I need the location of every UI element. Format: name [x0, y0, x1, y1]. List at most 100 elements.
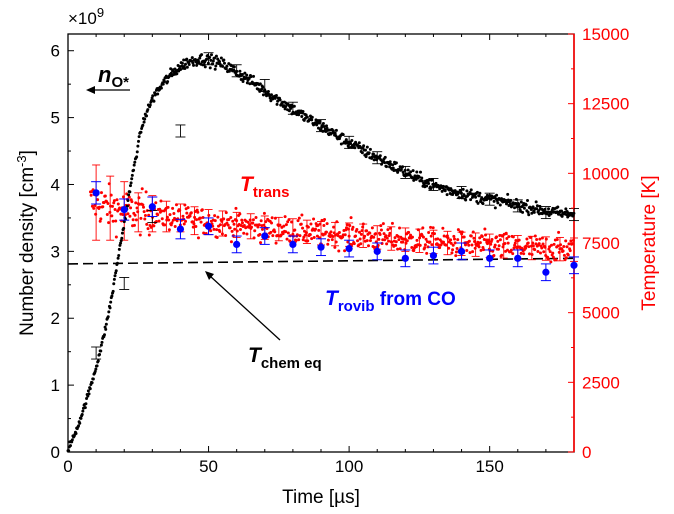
trans-point [477, 245, 481, 249]
density-point [173, 67, 177, 71]
density-point [115, 261, 119, 265]
density-point [458, 188, 462, 192]
density-point [84, 402, 88, 406]
trans-point [478, 236, 482, 240]
trans-point [242, 231, 246, 235]
density-point [102, 333, 106, 337]
density-point [461, 187, 465, 191]
y-axis-right-title: Temperature [K] [639, 175, 660, 310]
density-point [498, 203, 502, 207]
density-point [274, 93, 278, 97]
trans-point [361, 225, 365, 229]
trans-point [561, 249, 565, 253]
density-point [126, 198, 130, 202]
density-point [128, 184, 132, 188]
trans-point [536, 250, 540, 254]
trans-point [146, 227, 150, 231]
annotation-chem-arrow [209, 275, 281, 341]
density-point [78, 421, 82, 425]
trans-point [138, 233, 142, 237]
trans-point [114, 235, 118, 239]
trans-point [509, 248, 513, 252]
trans-point [500, 234, 504, 238]
trans-point [184, 219, 188, 223]
trans-point [144, 190, 148, 194]
left-axis-multiplier: ×109 [68, 5, 104, 28]
trans-point [343, 249, 347, 253]
y-right-tick-label: 10000 [582, 164, 629, 183]
trans-point [147, 233, 151, 237]
trans-point [163, 223, 167, 227]
density-point [244, 76, 248, 80]
trans-point [182, 222, 186, 226]
trans-point [483, 227, 487, 231]
density-point [513, 206, 517, 210]
trans-point [160, 217, 164, 221]
trans-point [513, 241, 517, 245]
density-point [310, 118, 314, 122]
trans-point [306, 225, 310, 229]
trans-point [99, 191, 103, 195]
density-point [169, 67, 173, 71]
density-point [179, 67, 183, 71]
density-point [98, 353, 102, 357]
trans-point [519, 251, 523, 255]
trans-point [196, 210, 200, 214]
trans-point [467, 239, 471, 243]
density-point [465, 189, 469, 193]
density-point [363, 148, 367, 152]
density-point [193, 57, 197, 61]
density-point [142, 120, 146, 124]
trans-point [423, 243, 427, 247]
density-point [284, 105, 288, 109]
trans-point [526, 241, 530, 245]
trans-point [173, 224, 177, 228]
trans-point [479, 248, 483, 252]
density-point [137, 135, 141, 139]
density-point [148, 103, 152, 107]
density-points [66, 53, 576, 453]
y-right-tick-label: 2500 [582, 373, 620, 392]
trans-point [442, 234, 446, 238]
rovib-point [261, 232, 269, 240]
trans-point [325, 222, 329, 226]
y-right-tick-label: 0 [582, 443, 591, 462]
trans-point [524, 244, 528, 248]
density-point [214, 64, 218, 68]
trans-point [377, 237, 381, 241]
trans-point [167, 218, 171, 222]
trans-point [393, 236, 397, 240]
x-axis-title: Time [µs] [282, 487, 360, 508]
trans-point [226, 223, 230, 227]
density-point [169, 71, 173, 75]
density-point [135, 155, 139, 159]
trans-point [143, 217, 147, 221]
density-point [119, 239, 123, 243]
density-point [180, 61, 184, 65]
trans-point [565, 245, 569, 249]
trans-point [388, 231, 392, 235]
density-point [365, 145, 369, 149]
rovib-point [92, 189, 100, 197]
density-point [425, 184, 429, 188]
trans-point [269, 230, 273, 234]
density-point [297, 113, 301, 117]
x-tick-label: 100 [335, 457, 363, 476]
trans-point [145, 222, 149, 226]
trans-point [293, 228, 297, 232]
density-point [419, 170, 423, 174]
density-point [245, 81, 249, 85]
density-point [152, 99, 156, 103]
density-point [383, 161, 387, 165]
trans-point [365, 239, 369, 243]
trans-point [96, 198, 100, 202]
trans-point [365, 229, 369, 233]
trans-point [257, 223, 261, 227]
rovib-point [289, 240, 297, 248]
trans-point [450, 251, 454, 255]
density-point [322, 124, 326, 128]
density-point [247, 77, 251, 81]
trans-point [157, 219, 161, 223]
trans-point [115, 198, 119, 202]
trans-point [456, 238, 460, 242]
